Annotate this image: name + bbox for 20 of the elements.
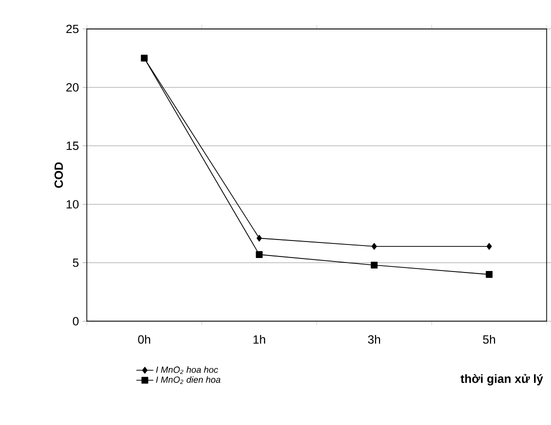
y-tick-label: 10	[66, 200, 79, 209]
x-tick-label: 3h	[368, 334, 380, 344]
point	[370, 262, 378, 268]
y-axis-title: COD	[54, 162, 63, 188]
point	[486, 243, 492, 250]
point	[372, 243, 377, 250]
x-tick-label: 1h	[254, 334, 266, 344]
legend-label: I MnO$_{2}$ hoa hoc	[156, 366, 218, 374]
y-tick-label: 0	[72, 317, 79, 326]
x-axis-title: thời gian xử lý	[460, 374, 544, 386]
y-tick-label: 25	[66, 24, 79, 34]
point	[256, 251, 263, 258]
point	[256, 234, 262, 242]
y-tick-label: 20	[66, 83, 79, 92]
point	[486, 271, 493, 278]
y-tick-label: 5	[72, 258, 79, 267]
legend-label: I MnO$_{2}$ dien hoa	[156, 376, 220, 384]
x-tick-label: 0h	[138, 334, 150, 344]
y-tick-label: 15	[66, 142, 79, 150]
x-tick-label: 5h	[483, 334, 496, 344]
